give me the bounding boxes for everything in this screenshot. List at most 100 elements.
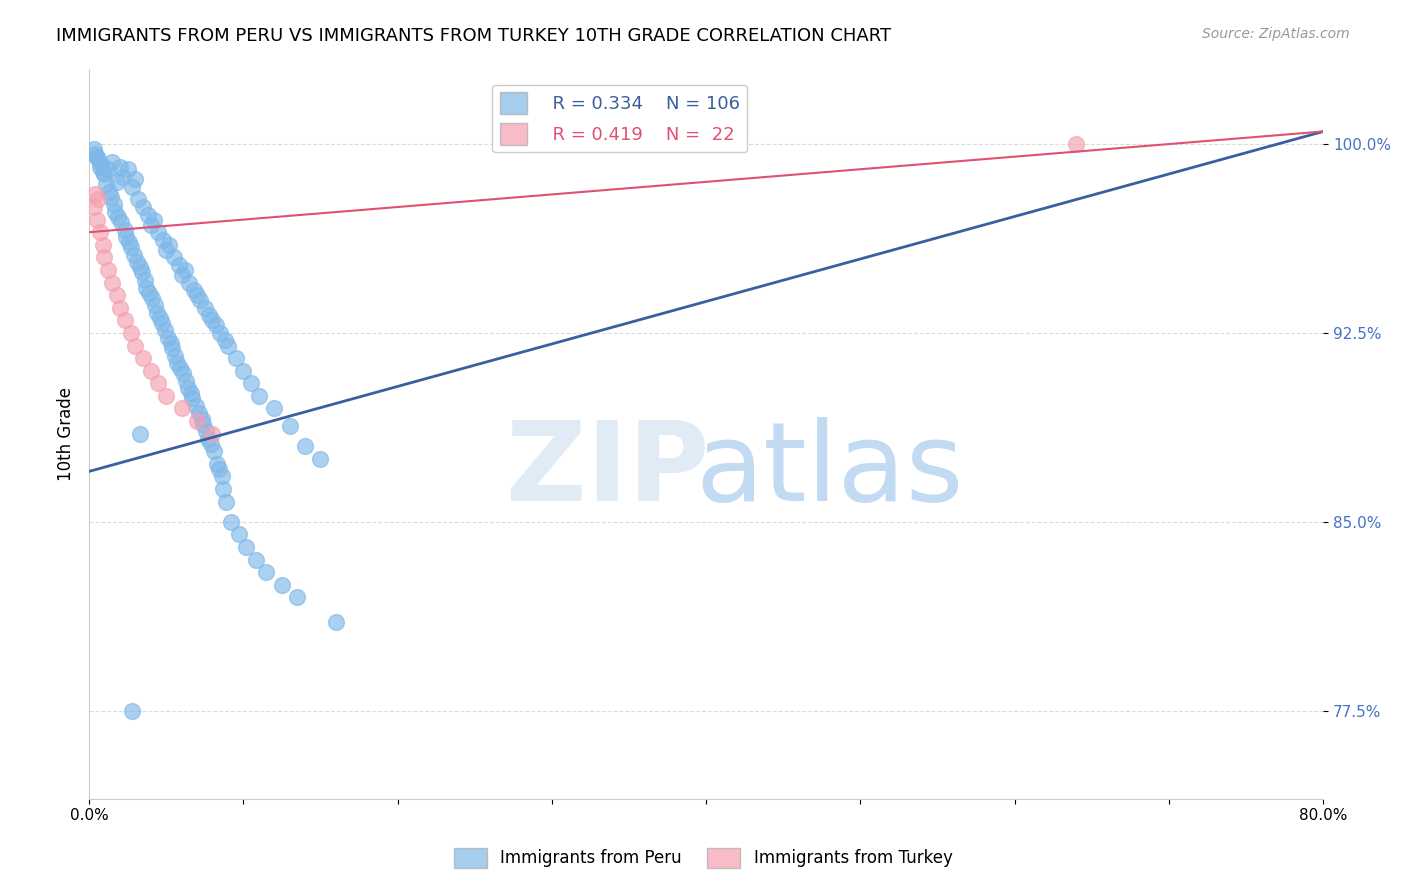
Text: Source: ZipAtlas.com: Source: ZipAtlas.com <box>1202 27 1350 41</box>
Point <box>211 469 233 483</box>
Point <box>194 301 217 315</box>
Point <box>139 364 162 378</box>
Point <box>131 265 153 279</box>
Point <box>97 263 120 277</box>
Point <box>228 527 250 541</box>
Point <box>183 283 205 297</box>
Point <box>201 313 224 327</box>
Point <box>93 167 115 181</box>
Point <box>132 200 155 214</box>
Point <box>87 193 110 207</box>
Point <box>107 210 129 224</box>
Point <box>204 318 226 333</box>
Point <box>108 301 131 315</box>
Point <box>83 142 105 156</box>
Point <box>212 482 235 496</box>
Point <box>103 197 125 211</box>
Point <box>86 212 108 227</box>
Point <box>125 255 148 269</box>
Point <box>217 338 239 352</box>
Point <box>84 147 107 161</box>
Point <box>145 298 167 312</box>
Point <box>148 376 170 391</box>
Point <box>177 381 200 395</box>
Point <box>127 193 149 207</box>
Point <box>156 331 179 345</box>
Point <box>132 351 155 365</box>
Point <box>89 225 111 239</box>
Point <box>124 172 146 186</box>
Point <box>150 316 173 330</box>
Point <box>134 273 156 287</box>
Point <box>170 268 193 282</box>
Point <box>187 407 209 421</box>
Point <box>149 310 172 325</box>
Point <box>94 178 117 192</box>
Point <box>97 162 120 177</box>
Text: ZIP: ZIP <box>506 417 709 524</box>
Point <box>114 313 136 327</box>
Point <box>108 160 131 174</box>
Point <box>146 306 169 320</box>
Point <box>225 351 247 365</box>
Point <box>172 366 194 380</box>
Point <box>121 704 143 718</box>
Point <box>167 258 190 272</box>
Point <box>152 233 174 247</box>
Legend: Immigrants from Peru, Immigrants from Turkey: Immigrants from Peru, Immigrants from Tu… <box>447 841 959 875</box>
Point <box>83 200 105 214</box>
Point <box>170 401 193 416</box>
Point <box>209 326 232 340</box>
Point <box>240 376 263 391</box>
Point <box>100 190 122 204</box>
Point <box>87 152 110 166</box>
Point <box>235 540 257 554</box>
Point <box>195 424 218 438</box>
Point <box>180 386 202 401</box>
Point <box>263 401 285 416</box>
Point <box>163 251 186 265</box>
Point <box>136 208 159 222</box>
Point <box>208 462 231 476</box>
Point <box>200 436 222 450</box>
Point <box>165 349 187 363</box>
Point <box>129 260 152 275</box>
Point <box>1066 137 1088 152</box>
Point <box>215 494 238 508</box>
Point <box>124 338 146 352</box>
Y-axis label: 10th Grade: 10th Grade <box>58 386 75 481</box>
Point <box>118 235 141 250</box>
Point <box>271 578 294 592</box>
Point <box>105 175 128 189</box>
Point <box>174 374 197 388</box>
Point <box>181 392 204 406</box>
Point <box>91 237 114 252</box>
Point <box>197 432 219 446</box>
Point <box>114 222 136 236</box>
Point <box>190 411 212 425</box>
Point <box>325 615 347 630</box>
Point <box>219 515 242 529</box>
Point <box>309 451 332 466</box>
Point <box>115 230 138 244</box>
Point <box>201 426 224 441</box>
Point <box>214 334 236 348</box>
Legend:   R = 0.334    N = 106,   R = 0.419    N =  22: R = 0.334 N = 106, R = 0.419 N = 22 <box>492 85 747 153</box>
Point <box>162 341 184 355</box>
Point <box>105 288 128 302</box>
Point <box>84 187 107 202</box>
Point <box>166 356 188 370</box>
Point <box>148 225 170 239</box>
Point <box>247 389 270 403</box>
Point <box>129 426 152 441</box>
Point <box>232 364 254 378</box>
Point <box>186 414 208 428</box>
Point <box>155 389 177 403</box>
Point <box>198 308 221 322</box>
Point <box>278 419 301 434</box>
Point <box>121 179 143 194</box>
Point <box>135 280 157 294</box>
Point <box>98 185 121 199</box>
Point <box>120 326 142 340</box>
Point <box>153 323 176 337</box>
